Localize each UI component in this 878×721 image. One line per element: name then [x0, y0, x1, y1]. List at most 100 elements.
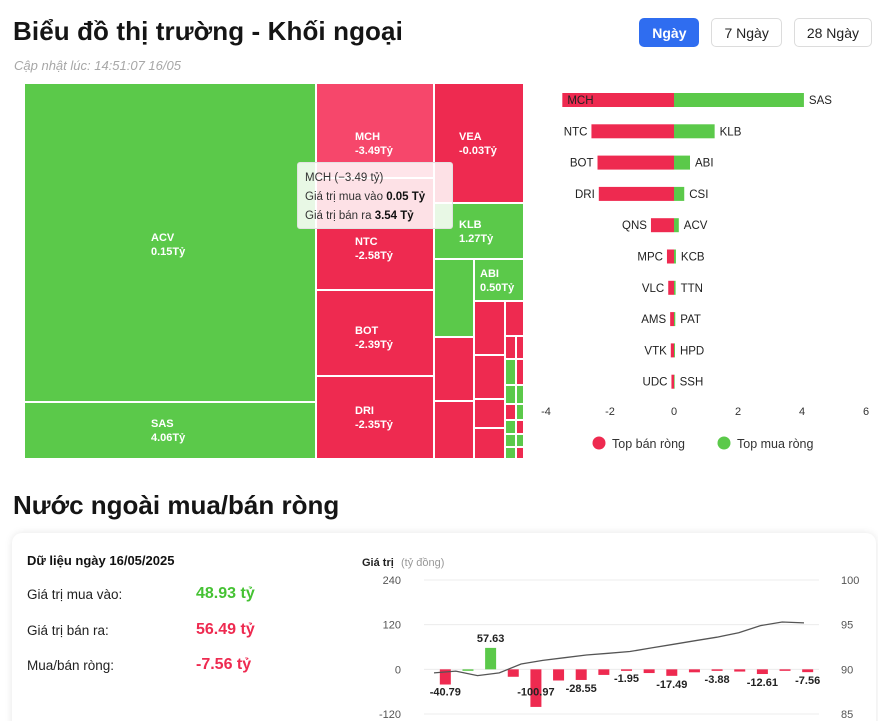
- tile-small[interactable]: [505, 385, 516, 404]
- range-button-28-days[interactable]: 28 Ngày: [793, 18, 872, 47]
- tile-code: SAS: [151, 418, 174, 430]
- net-value: -7.56 tỷ: [196, 656, 252, 673]
- right-tick-label: 95: [841, 620, 853, 632]
- negative-bar: [621, 669, 632, 671]
- tile-value: -2.39Tỷ: [355, 339, 393, 351]
- treemap-tooltip: MCH (−3.49 tỷ) Giá trị mua vào 0.05 Tỷ G…: [297, 162, 453, 229]
- bar-data-label: 57.63: [477, 633, 505, 645]
- tile-code: ACV: [151, 232, 175, 244]
- buy-label: KLB: [720, 126, 742, 138]
- legend-sell-dot: [592, 436, 606, 450]
- buy-label: KCB: [681, 252, 705, 264]
- tile-small[interactable]: [505, 447, 516, 459]
- sell-value: 56.49 tỷ: [196, 621, 255, 638]
- tile-code: MCH: [355, 131, 381, 143]
- bar-data-label: -1.95: [614, 673, 639, 685]
- tile-small[interactable]: [516, 420, 524, 434]
- bar-data-label: -28.55: [566, 683, 597, 695]
- tile-acv[interactable]: ACV 0.15Tỷ: [24, 83, 316, 402]
- negative-bar: [439, 669, 451, 685]
- tile-code: NTC: [355, 236, 378, 248]
- tooltip-title: MCH (−3.49 tỷ): [305, 172, 384, 184]
- index-line: [433, 621, 805, 677]
- negative-bar: [688, 669, 700, 673]
- tile-small[interactable]: [434, 401, 474, 459]
- sell-label: BOT: [570, 158, 594, 170]
- range-button-7-days[interactable]: 7 Ngày: [711, 18, 782, 47]
- tooltip-sell-label: Giá trị bán ra: [305, 210, 372, 222]
- tile-small[interactable]: [434, 259, 474, 337]
- tooltip-sell-value: 3.54 Tỷ: [374, 210, 414, 222]
- negative-bar: [643, 669, 655, 674]
- bar-data-label: -40.79: [430, 686, 461, 698]
- data-date: Dữ liệu ngày 16/05/2025: [27, 553, 175, 568]
- sell-label: NTC: [564, 126, 588, 138]
- updated-timestamp: Cập nhật lúc: 14:51:07 16/05: [14, 58, 181, 73]
- tile-small[interactable]: [474, 428, 505, 459]
- sell-label: MPC: [637, 252, 663, 264]
- left-tick-label: 120: [383, 620, 401, 632]
- tile-small[interactable]: [505, 420, 516, 434]
- buy-label: TTN: [681, 283, 703, 295]
- tile-small[interactable]: [516, 447, 524, 459]
- tile-small[interactable]: [505, 359, 516, 385]
- tile-bot[interactable]: BOT -2.39Tỷ: [316, 290, 434, 376]
- sell-label: DRI: [575, 189, 595, 201]
- right-tick-label: 100: [841, 575, 859, 587]
- tile-value: -0.03Tỷ: [459, 145, 497, 157]
- bar-data-label: -3.88: [705, 674, 730, 686]
- tile-small[interactable]: [434, 337, 474, 401]
- tile-small[interactable]: [516, 359, 524, 385]
- tile-code: BOT: [355, 325, 379, 337]
- sell-label: QNS: [622, 220, 647, 232]
- left-tick-label: 0: [395, 664, 401, 676]
- tile-code: DRI: [355, 405, 374, 417]
- tile-value: 4.06Tỷ: [151, 432, 186, 444]
- sell-bar: [562, 93, 674, 107]
- sell-bar: [670, 312, 674, 327]
- tile-small[interactable]: [505, 301, 524, 336]
- buy-bar: [674, 93, 804, 107]
- positive-bar: [462, 669, 474, 671]
- tooltip-sell-row: Giá trị bán ra 3.54 Tỷ: [305, 207, 445, 226]
- page-title: Biểu đồ thị trường - Khối ngoại: [13, 16, 403, 46]
- sell-label: MCH: [567, 95, 593, 107]
- tile-small[interactable]: [516, 385, 524, 404]
- right-tick-label: 90: [841, 664, 853, 676]
- negative-bar: [507, 669, 519, 677]
- negative-bar: [734, 669, 746, 672]
- bar-data-label: -17.49: [656, 679, 687, 691]
- x-tick-label: -2: [605, 406, 615, 418]
- tile-small[interactable]: [516, 336, 524, 359]
- tooltip-buy-value: 0.05 Tỷ: [386, 191, 426, 203]
- tile-small[interactable]: [505, 434, 516, 447]
- buy-bar: [674, 155, 690, 170]
- negative-bar: [575, 669, 587, 680]
- summary-card: Dữ liệu ngày 16/05/2025 Giá trị mua vào:…: [12, 533, 876, 721]
- tile-small[interactable]: [516, 404, 524, 420]
- negative-bar: [553, 669, 565, 681]
- buy-bar: [674, 186, 685, 201]
- tile-small[interactable]: [505, 336, 516, 359]
- tile-dri[interactable]: DRI -2.35Tỷ: [316, 376, 434, 459]
- tile-small[interactable]: [474, 399, 505, 428]
- tile-small[interactable]: [474, 355, 505, 399]
- sell-bar: [598, 186, 674, 201]
- positive-bar: [485, 647, 497, 670]
- sell-bar: [666, 249, 674, 264]
- tile-sas[interactable]: SAS 4.06Tỷ: [24, 402, 316, 459]
- tile-abi[interactable]: ABI 0.50Tỷ: [474, 259, 524, 301]
- sell-label: UDC: [643, 377, 668, 389]
- negative-bar: [598, 669, 610, 675]
- range-button-day[interactable]: Ngày: [639, 18, 700, 47]
- buy-label: ABI: [695, 158, 714, 170]
- buy-bar: [674, 312, 676, 327]
- sell-bar: [597, 155, 674, 170]
- tile-small[interactable]: [505, 404, 516, 420]
- buy-label: Giá trị mua vào:: [27, 587, 123, 602]
- tile-small[interactable]: [474, 301, 505, 355]
- tile-small[interactable]: [516, 434, 524, 447]
- buy-label: SAS: [809, 95, 832, 107]
- x-tick-label: 4: [799, 406, 805, 418]
- tooltip-buy-label: Giá trị mua vào: [305, 191, 383, 203]
